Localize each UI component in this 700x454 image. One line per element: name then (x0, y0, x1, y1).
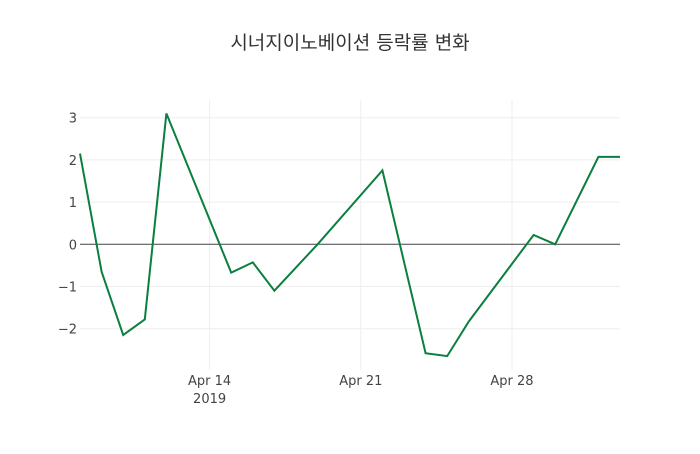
y-tick-label: 3 (69, 112, 77, 127)
chart-title: 시너지이노베이션 등락률 변화 (230, 32, 469, 54)
x-tick-label: Apr 21 (339, 374, 382, 389)
y-tick-label: −1 (58, 281, 77, 296)
series-line (79, 113, 620, 358)
y-tick-label: 2 (69, 154, 77, 169)
y-tick-label: 0 (69, 238, 77, 253)
y-tick-label: 1 (69, 196, 77, 211)
x-tick-label: Apr 28 (490, 374, 533, 389)
y-tick-label: −2 (58, 323, 77, 338)
x-tick-label: Apr 14 (188, 374, 231, 389)
x-tick-year-label: 2019 (193, 392, 226, 407)
